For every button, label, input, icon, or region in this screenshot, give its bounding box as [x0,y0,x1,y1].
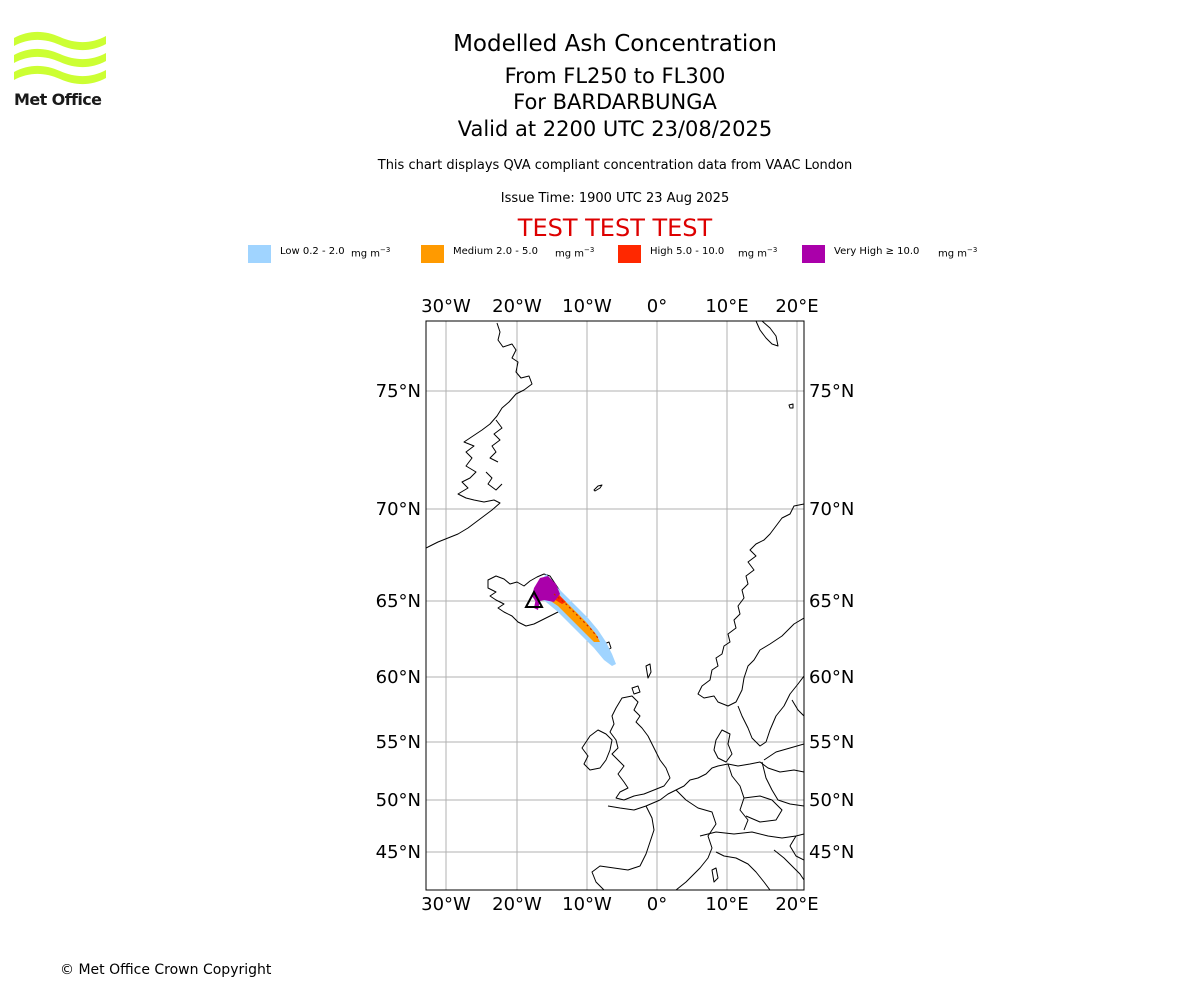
coastlines [426,321,804,890]
lat-label-left-65n: 65°N [376,591,421,612]
lon-label-top-10e: 10°E [705,296,748,317]
issue-time: Issue Time: 1900 UTC 23 Aug 2025 [500,191,730,206]
lat-label-right-65n: 65°N [809,591,854,612]
czech-border [743,795,783,823]
balkan-border [789,835,804,861]
lat-label-left-45n: 45°N [376,842,421,863]
corsica [711,867,719,883]
orkney [631,685,641,695]
bear-island [788,403,794,409]
legend-unit-very-high: mg m−3 [938,246,978,260]
lat-label-left-50n: 50°N [376,790,421,811]
greenland-fjord-2 [485,471,503,491]
legend-label-very-high: Very High ≥ 10.0 [834,246,920,257]
chart-note: This chart displays QVA compliant concen… [377,158,853,173]
gulf-of-bothnia [791,699,804,717]
logo-text: Met Office [14,90,102,109]
lat-label-right-55n: 55°N [809,732,854,753]
lat-label-right-60n: 60°N [809,667,854,688]
adriatic-coast [773,849,804,881]
lon-label-top-10w: 10°W [562,296,612,317]
map-background [426,321,804,890]
lon-label-bottom-20e: 20°E [775,894,818,915]
map-frame [425,320,805,891]
legend-label-low: Low 0.2 - 2.0 [280,246,345,257]
great-britain-coast [609,695,671,801]
lon-label-top-0: 0° [647,296,667,317]
lat-label-left-75n: 75°N [376,381,421,402]
lat-label-left-70n: 70°N [376,499,421,520]
lon-label-bottom-0: 0° [647,894,667,915]
legend-label-medium: Medium 2.0 - 5.0 [453,246,538,257]
legend-swatch-medium [421,245,444,263]
lon-label-bottom-10e: 10°E [705,894,748,915]
volcano-marker-icon [524,589,544,608]
sweden-coast [737,675,804,747]
legend-swatch-high [618,245,641,263]
lat-label-left-60n: 60°N [376,667,421,688]
ash-axis-dots [553,593,599,639]
greenland-coast [426,322,533,549]
lon-labels-bottom: 30°W 20°W 10°W 0° 10°E 20°E [421,894,818,915]
poland-border [761,761,804,807]
chart-title: Modelled Ash Concentration [453,31,777,57]
jan-mayen [593,484,603,492]
met-office-waves-icon [14,31,106,85]
lat-label-right-70n: 70°N [809,499,854,520]
bay-of-biscay [591,805,655,890]
lon-label-top-20e: 20°E [775,296,818,317]
lon-label-top-30w: 30°W [421,296,471,317]
continental-coast [607,761,804,811]
svalbard [755,321,779,347]
shetland [645,663,652,679]
legend-unit-medium: mg m−3 [555,246,595,260]
italy-coast [715,851,771,890]
legend-unit-high: mg m−3 [738,246,778,260]
lat-labels-right: 75°N 70°N 65°N 60°N 55°N 50°N 45°N [809,381,854,863]
lon-labels-top: 30°W 20°W 10°W 0° 10°E 20°E [421,296,818,317]
lat-labels-left: 75°N 70°N 65°N 60°N 55°N 50°N 45°N [376,381,421,863]
lat-label-right-75n: 75°N [809,381,854,402]
test-banner: TEST TEST TEST [517,214,713,242]
greenland-fjord-1 [489,419,503,463]
ireland-coast [581,729,613,771]
lon-label-bottom-10w: 10°W [562,894,612,915]
volcano-name: For BARDARBUNGA [513,90,717,114]
valid-time: Valid at 2200 UTC 23/08/2025 [457,117,773,141]
ash-cloud [532,574,616,666]
ash-very-high [532,576,560,602]
copyright-notice: © Met Office Crown Copyright [60,962,272,978]
legend-label-high: High 5.0 - 10.0 [650,246,725,257]
legend-swatch-very-high [802,245,825,263]
legend-unit-low: mg m−3 [351,246,391,260]
lon-label-bottom-30w: 30°W [421,894,471,915]
graticule [426,321,804,890]
lat-label-right-45n: 45°N [809,842,854,863]
baltic-coast [763,743,804,761]
lat-label-left-55n: 55°N [376,732,421,753]
norway-coast [697,503,804,707]
lat-label-right-50n: 50°N [809,790,854,811]
flight-level-range: From FL250 to FL300 [504,64,726,88]
alps-border [699,831,804,839]
lon-label-top-20w: 20°W [492,296,542,317]
france-border [675,789,717,890]
met-office-logo: Met Office [14,30,106,109]
lon-label-bottom-20w: 20°W [492,894,542,915]
denmark-coast [713,729,733,763]
legend-swatch-low [248,245,271,263]
